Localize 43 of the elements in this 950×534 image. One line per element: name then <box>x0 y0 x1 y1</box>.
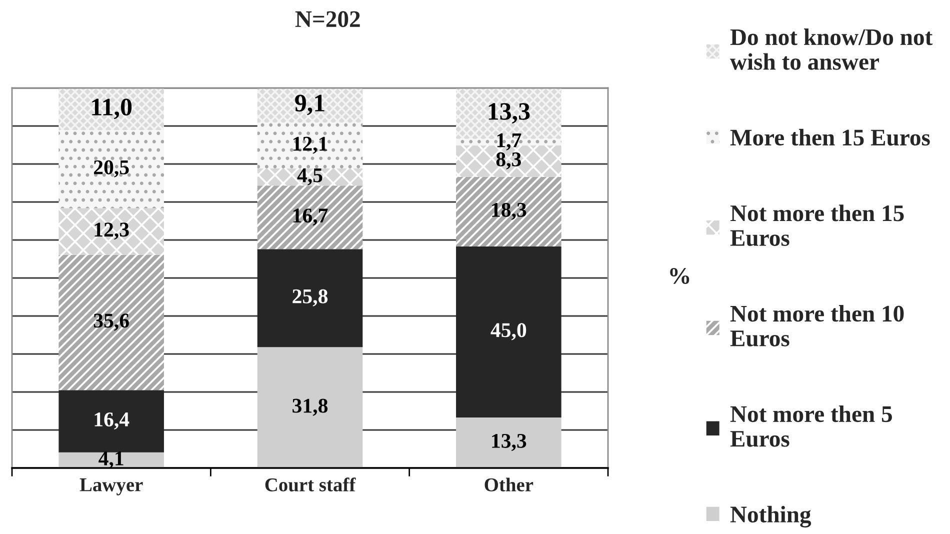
bar <box>257 186 363 250</box>
data-label: 20,5 <box>94 160 129 178</box>
legend-label: Do not know/Do not wish to answer <box>730 28 933 70</box>
data-label: 16,4 <box>94 412 130 430</box>
chart-title: N=202 <box>295 11 360 28</box>
data-label: 31,8 <box>292 398 328 416</box>
data-label: 13,3 <box>492 434 526 451</box>
bar <box>456 176 562 246</box>
bar <box>257 347 363 468</box>
data-label: 16,7 <box>293 208 328 226</box>
bar <box>58 390 164 452</box>
bar <box>257 249 363 348</box>
legend-label: Not more then 5 Euros <box>730 405 892 447</box>
bar <box>456 246 562 418</box>
data-label: 11,0 <box>92 98 132 120</box>
data-label: 25,8 <box>292 289 328 306</box>
data-label: 12,3 <box>94 222 129 240</box>
legend-label: Not more then 15 Euros <box>730 204 904 246</box>
bar <box>58 208 164 255</box>
data-label: 8,3 <box>496 152 521 170</box>
data-label: 4,1 <box>98 451 124 468</box>
data-label: 18,3 <box>492 202 526 220</box>
bar <box>257 122 363 169</box>
bar <box>58 88 164 130</box>
legend-label: Not more then 10 Euros <box>730 305 904 346</box>
legend-label: More then 15 Euros <box>730 128 930 146</box>
legend-label: Nothing <box>730 506 812 528</box>
bar <box>257 168 363 186</box>
data-label: 13,3 <box>488 103 530 124</box>
data-label: 4,5 <box>297 168 322 186</box>
data-label: 9,1 <box>295 94 324 116</box>
y-axis-title: % <box>670 268 690 284</box>
bar <box>58 254 164 390</box>
data-label: 35,6 <box>94 314 129 331</box>
data-label: 12,1 <box>293 136 328 154</box>
x-tick-label: Other <box>484 478 534 492</box>
bar <box>456 417 562 468</box>
data-label: 45,0 <box>490 323 526 340</box>
x-tick-label: Lawyer <box>80 478 143 496</box>
bar <box>257 88 363 123</box>
data-label: 1,7 <box>497 133 522 150</box>
x-tick-label: Court staff <box>265 478 356 492</box>
bar <box>58 130 164 208</box>
